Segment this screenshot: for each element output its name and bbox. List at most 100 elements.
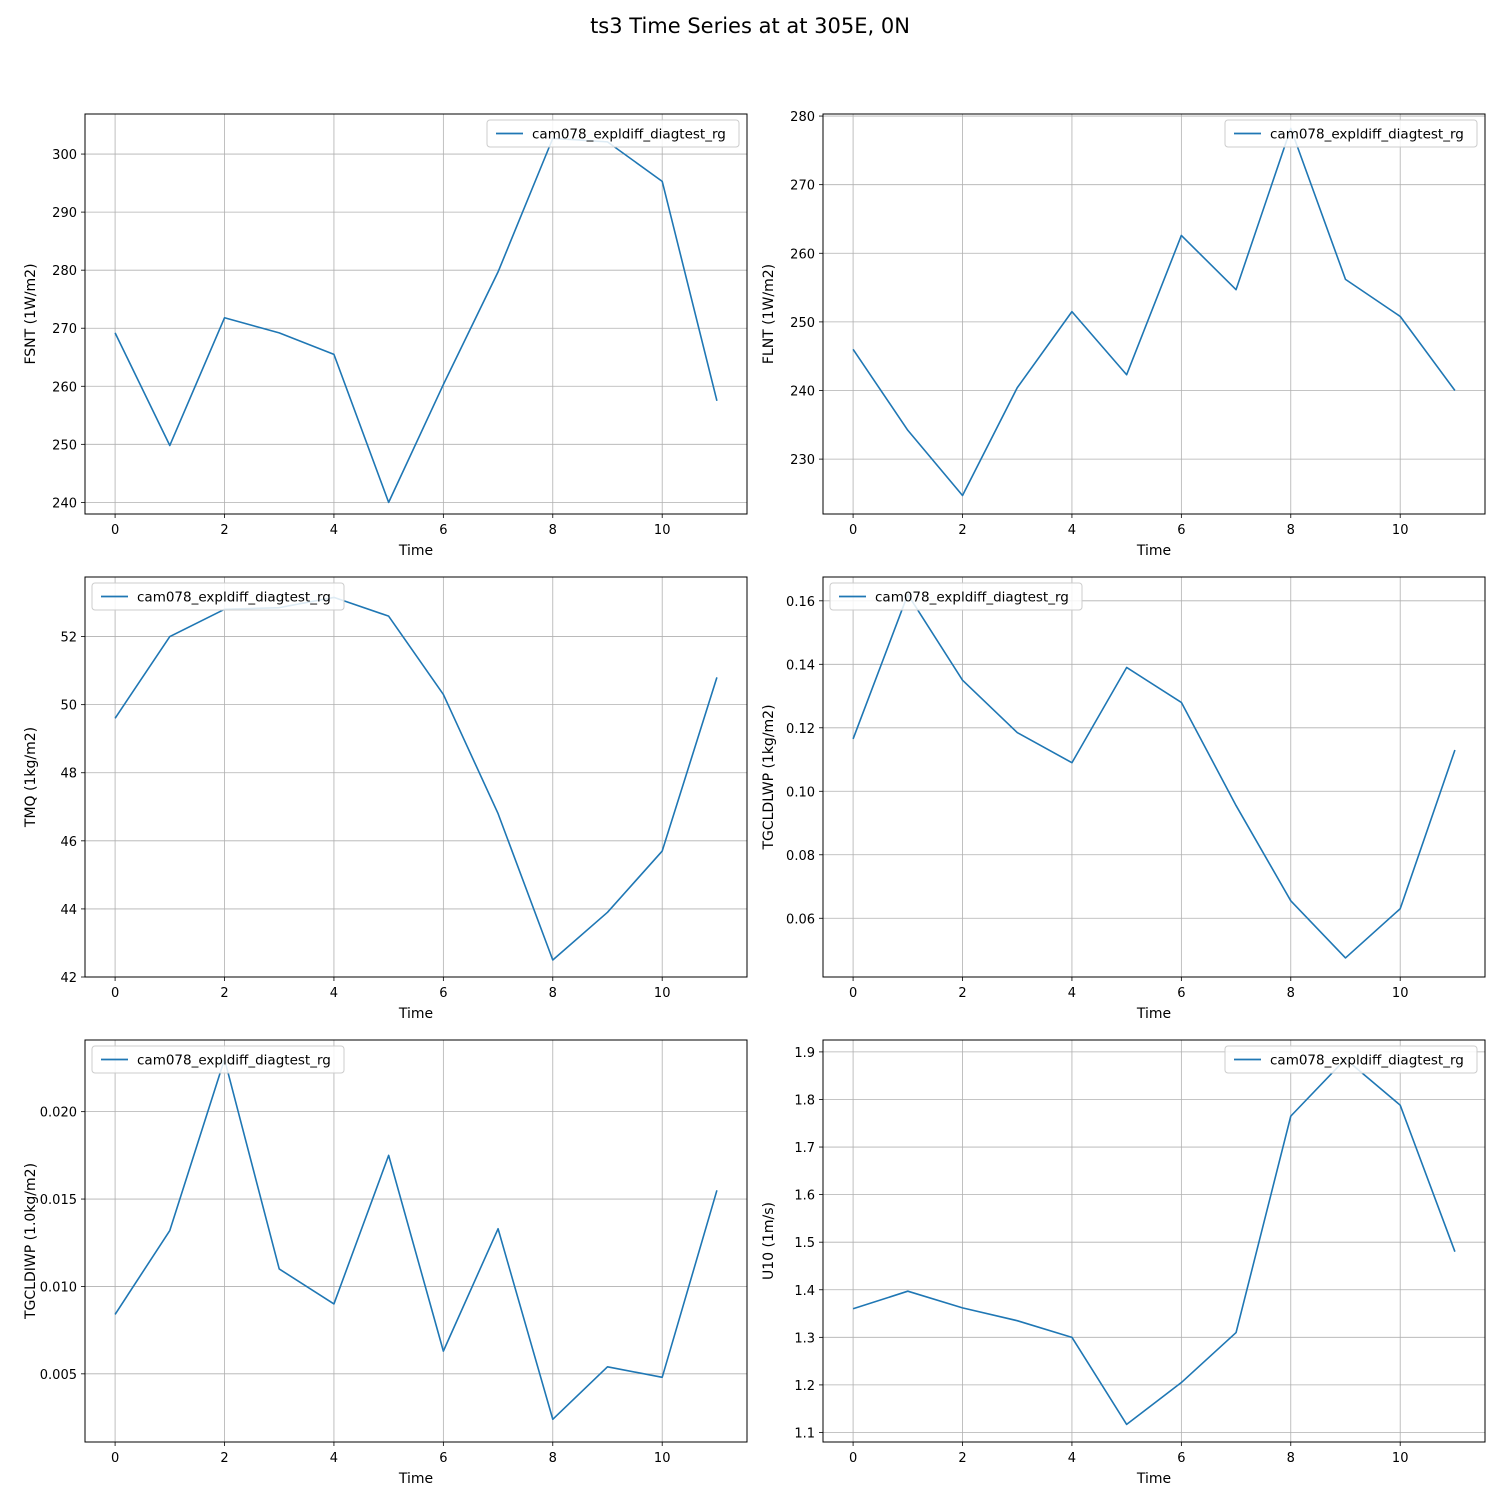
x-axis-label: Time	[398, 1471, 433, 1487]
series-line	[852, 127, 1456, 497]
x-tick-label: 8	[1287, 986, 1295, 1001]
legend: cam078_expldiff_diagtest_rg	[91, 582, 345, 611]
y-tick-label: 1.5	[794, 1236, 815, 1251]
y-tick-label: 0.015	[40, 1193, 77, 1208]
x-tick-label: 4	[1068, 986, 1076, 1001]
x-tick-label: 4	[1068, 523, 1076, 538]
x-axis-label: Time	[1136, 1006, 1171, 1022]
x-tick-label: 2	[220, 523, 228, 538]
x-tick-label: 2	[958, 1451, 966, 1466]
x-tick-label: 0	[849, 986, 857, 1001]
y-tick-label: 290	[52, 206, 77, 221]
y-tick-label: 240	[790, 385, 815, 400]
y-tick-label: 1.2	[794, 1379, 815, 1394]
y-axis-label: TGCLDIWP (1.0kg/m2)	[23, 1163, 39, 1320]
y-tick-label: 0.10	[786, 785, 815, 800]
y-tick-label: 250	[790, 316, 815, 331]
y-tick-label: 48	[60, 767, 77, 782]
axes-frame	[822, 576, 1486, 978]
y-tick-label: 230	[790, 453, 815, 468]
x-tick-label: 8	[1287, 523, 1295, 538]
y-tick-label: 42	[60, 971, 77, 986]
axes-frame	[84, 576, 748, 978]
y-tick-label: 0.12	[786, 722, 815, 737]
series-line	[114, 1058, 718, 1421]
y-axis-label: FSNT (1W/m2)	[23, 263, 39, 364]
x-tick-label: 0	[111, 986, 119, 1001]
axes-frame	[84, 1039, 748, 1443]
y-tick-label: 0.06	[786, 912, 815, 927]
x-tick-label: 0	[849, 1451, 857, 1466]
y-tick-label: 270	[52, 322, 77, 337]
x-tick-label: 0	[111, 1451, 119, 1466]
axes-frame	[84, 113, 748, 515]
x-tick-label: 6	[439, 986, 447, 1001]
y-tick-label: 250	[52, 438, 77, 453]
y-tick-label: 280	[52, 264, 77, 279]
y-tick-label: 50	[60, 699, 77, 714]
x-tick-label: 2	[220, 1451, 228, 1466]
figure-title: ts3 Time Series at at 305E, 0N	[590, 14, 910, 38]
legend-box	[1224, 119, 1478, 148]
legend-label: cam078_expldiff_diagtest_rg	[137, 590, 331, 606]
chart-panel-5: 0 2 4 6 8 10 0.005 0.010 0.015 0.020 Time TGCLDIWP …	[23, 1039, 748, 1487]
x-tick-label: 4	[330, 1451, 338, 1466]
legend-box	[91, 582, 345, 611]
legend-label: cam078_expldiff_diagtest_rg	[137, 1053, 331, 1069]
x-tick-label: 4	[330, 986, 338, 1001]
x-axis-label: Time	[398, 543, 433, 559]
x-axis-label: Time	[1136, 543, 1171, 559]
axes-frame	[822, 1039, 1486, 1443]
y-tick-label: 1.3	[794, 1331, 815, 1346]
legend-label: cam078_expldiff_diagtest_rg	[1270, 1053, 1464, 1069]
y-tick-label: 240	[52, 496, 77, 511]
legend-box	[486, 119, 740, 148]
y-tick-label: 300	[52, 148, 77, 163]
legend: cam078_expldiff_diagtest_rg	[486, 119, 740, 148]
y-tick-label: 0.005	[40, 1368, 77, 1383]
x-tick-label: 2	[958, 986, 966, 1001]
legend-label: cam078_expldiff_diagtest_rg	[1270, 127, 1464, 143]
series-line	[114, 137, 718, 504]
axes-frame	[822, 113, 1486, 515]
x-tick-label: 4	[1068, 1451, 1076, 1466]
legend: cam078_expldiff_diagtest_rg	[91, 1045, 345, 1074]
y-tick-label: 0.020	[40, 1106, 77, 1121]
y-tick-label: 1.9	[794, 1046, 815, 1061]
y-tick-label: 52	[60, 631, 77, 646]
x-tick-label: 10	[1392, 1451, 1409, 1466]
legend: cam078_expldiff_diagtest_rg	[1224, 119, 1478, 148]
legend-box	[829, 582, 1083, 611]
y-axis-label: U10 (1m/s)	[761, 1202, 777, 1280]
x-tick-label: 8	[549, 986, 557, 1001]
series-line	[114, 596, 718, 961]
x-tick-label: 2	[220, 986, 228, 1001]
x-axis-label: Time	[398, 1006, 433, 1022]
y-tick-label: 260	[52, 380, 77, 395]
x-axis-label: Time	[1136, 1471, 1171, 1487]
x-tick-label: 8	[549, 523, 557, 538]
x-tick-label: 10	[1392, 986, 1409, 1001]
series-line	[852, 1058, 1456, 1426]
y-tick-label: 260	[790, 247, 815, 262]
y-tick-label: 280	[790, 110, 815, 125]
x-tick-label: 8	[1287, 1451, 1295, 1466]
legend-box	[1224, 1045, 1478, 1074]
y-tick-label: 1.6	[794, 1189, 815, 1204]
legend-label: cam078_expldiff_diagtest_rg	[875, 590, 1069, 606]
legend-label: cam078_expldiff_diagtest_rg	[532, 127, 726, 143]
y-axis-label: FLNT (1W/m2)	[761, 264, 777, 364]
y-axis-label: TMQ (1kg/m2)	[23, 727, 39, 828]
y-tick-label: 270	[790, 179, 815, 194]
x-tick-label: 6	[1177, 1451, 1185, 1466]
x-tick-label: 8	[549, 1451, 557, 1466]
x-tick-label: 4	[330, 523, 338, 538]
x-tick-label: 2	[958, 523, 966, 538]
x-tick-label: 6	[1177, 523, 1185, 538]
x-tick-label: 10	[654, 986, 671, 1001]
y-tick-label: 1.8	[794, 1093, 815, 1108]
y-tick-label: 0.16	[786, 595, 815, 610]
x-tick-label: 6	[439, 523, 447, 538]
